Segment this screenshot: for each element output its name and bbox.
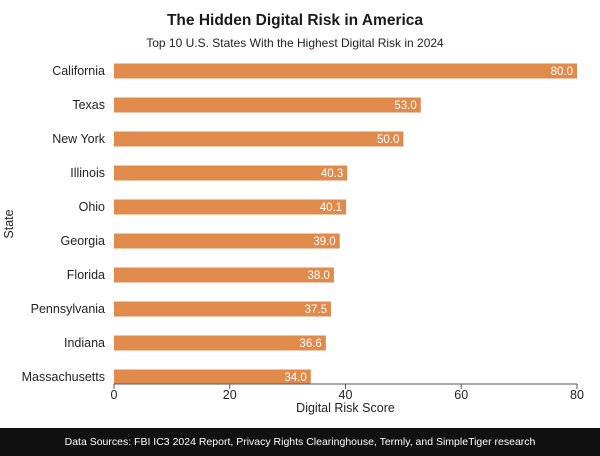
bar-value-label: 40.1: [320, 202, 342, 214]
x-tick-label: 20: [223, 388, 237, 402]
bar-value-label: 39.0: [313, 236, 335, 248]
y-axis-label: State: [2, 209, 16, 238]
category-label: New York: [52, 132, 106, 146]
bar: [114, 267, 334, 283]
x-tick-label: 0: [111, 388, 118, 402]
bar-value-label: 50.0: [377, 134, 399, 146]
bar-value-label: 37.5: [305, 304, 327, 316]
category-labels-layer: California Texas New York Illinois Ohio Georg…: [22, 64, 106, 384]
x-tick-label: 60: [454, 388, 468, 402]
x-tick-label: 40: [339, 388, 353, 402]
bar: [114, 165, 348, 181]
category-label: Ohio: [79, 200, 105, 214]
bar: [114, 301, 332, 317]
x-axis-label: Digital Risk Score: [296, 401, 395, 415]
category-label: Texas: [72, 98, 105, 112]
bar-value-label: 53.0: [394, 100, 416, 112]
data-sources-footer: Data Sources: FBI IC3 2024 Report, Priva…: [0, 428, 600, 456]
bar: [114, 335, 326, 351]
category-label: Massachusetts: [22, 370, 105, 384]
category-label: Illinois: [70, 166, 105, 180]
chart-subtitle: Top 10 U.S. States With the Highest Digi…: [146, 36, 444, 50]
bar-value-label: 34.0: [284, 372, 306, 384]
x-ticks-layer: 0 20 40 60 80: [111, 384, 584, 402]
bar-value-label: 38.0: [308, 270, 330, 282]
category-label: Georgia: [61, 234, 106, 248]
category-label: Indiana: [64, 336, 105, 350]
bar: [114, 63, 577, 79]
bar: [114, 199, 347, 215]
bar-value-label: 80.0: [551, 66, 573, 78]
category-label: Florida: [67, 268, 105, 282]
bar-chart: 80.0 53.0 50.0 40.3 40.1 39.0 38.0 37.5 36.6 34.0…: [2, 63, 584, 415]
bar-value-label: 40.3: [321, 168, 343, 180]
bar: [114, 233, 340, 249]
bar: [114, 369, 311, 385]
category-label: Pennsylvania: [31, 302, 105, 316]
bar-value-label: 36.6: [299, 338, 321, 350]
footer-text: Data Sources: FBI IC3 2024 Report, Priva…: [64, 436, 536, 448]
bar: [114, 97, 421, 113]
chart-title: The Hidden Digital Risk in America: [166, 12, 424, 29]
bars-layer: 80.0 53.0 50.0 40.3 40.1 39.0 38.0 37.5 36.6 34.0: [114, 63, 577, 385]
bar: [114, 131, 404, 147]
category-label: California: [52, 64, 105, 78]
x-tick-label: 80: [570, 388, 584, 402]
